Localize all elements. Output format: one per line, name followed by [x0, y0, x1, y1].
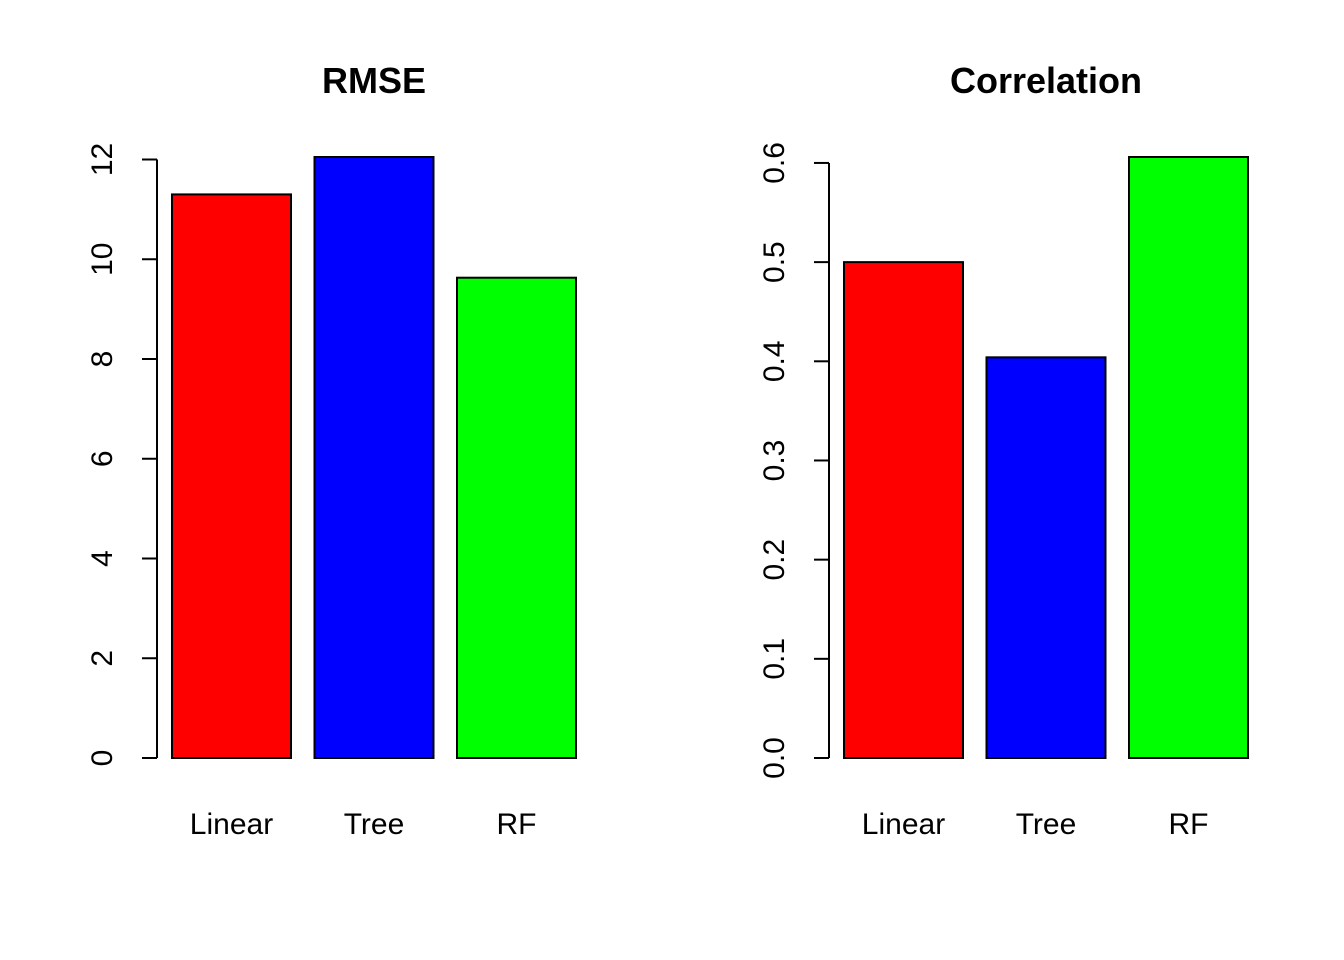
rmse-y-tick-label: 6 — [86, 450, 119, 467]
rmse-y-tick-label: 4 — [86, 550, 119, 567]
rmse-y-tick-label: 2 — [86, 650, 119, 667]
rmse-y-tick-label: 8 — [86, 351, 119, 368]
correlation-y-tick-label: 0.6 — [758, 142, 791, 184]
correlation-category-labels: Linear Tree RF — [862, 808, 1209, 841]
correlation-x-label-linear: Linear — [862, 808, 945, 841]
rmse-category-labels: Linear Tree RF — [190, 808, 537, 841]
correlation-bar-linear — [843, 261, 964, 759]
rmse-x-label-rf: RF — [497, 808, 537, 841]
correlation-y-tick-label: 0.2 — [758, 539, 791, 581]
rmse-y-tick-label: 12 — [86, 143, 119, 176]
correlation-y-tick-label: 0.0 — [758, 737, 791, 779]
rmse-y-tick-label: 10 — [86, 243, 119, 276]
rmse-x-label-linear: Linear — [190, 808, 273, 841]
correlation-y-tick-label: 0.4 — [758, 340, 791, 382]
correlation-x-label-tree: Tree — [1016, 808, 1077, 841]
rmse-chart-title: RMSE — [322, 60, 426, 101]
correlation-y-tick-label: 0.5 — [758, 241, 791, 283]
correlation-bar-tree — [985, 356, 1107, 759]
correlation-chart-panel: Correlation 0.0 0.1 0.2 0.3 0.4 0.5 0.6 Linear… — [758, 60, 1249, 841]
rmse-bar-tree — [313, 156, 435, 759]
rmse-y-axis: 0 2 4 6 8 10 12 — [86, 143, 158, 767]
rmse-bar-linear — [171, 193, 292, 760]
rmse-x-label-tree: Tree — [344, 808, 405, 841]
rmse-bar-rf — [456, 276, 577, 759]
rmse-y-tick-label: 0 — [86, 750, 119, 767]
correlation-y-axis: 0.0 0.1 0.2 0.3 0.4 0.5 0.6 — [758, 142, 830, 779]
rmse-bars — [171, 156, 577, 760]
correlation-bar-rf — [1128, 156, 1249, 759]
rmse-chart-panel: RMSE 0 2 4 6 8 10 12 Linear Tree RF — [86, 60, 577, 841]
correlation-chart-title: Correlation — [950, 60, 1142, 101]
correlation-bars — [843, 156, 1249, 759]
correlation-y-tick-label: 0.1 — [758, 638, 791, 680]
correlation-y-tick-label: 0.3 — [758, 440, 791, 482]
correlation-x-label-rf: RF — [1169, 808, 1209, 841]
